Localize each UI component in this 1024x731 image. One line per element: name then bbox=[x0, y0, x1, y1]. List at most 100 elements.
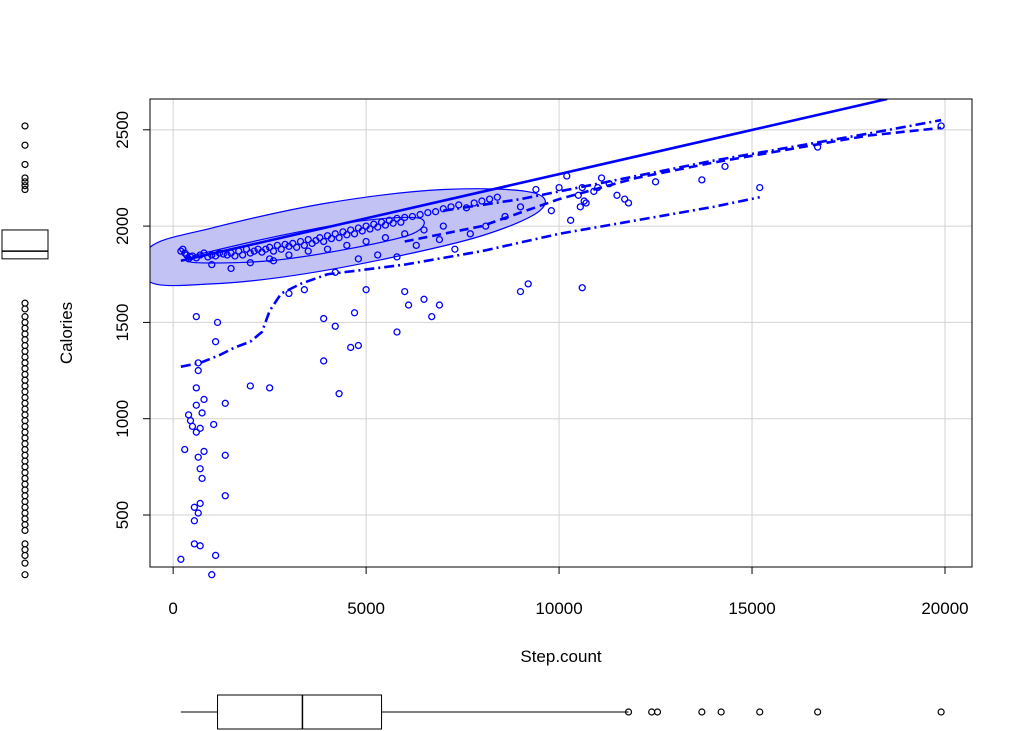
data-point bbox=[516, 287, 525, 296]
data-point bbox=[485, 195, 494, 203]
data-point bbox=[188, 252, 197, 260]
data-point bbox=[262, 245, 270, 253]
data-point bbox=[343, 231, 351, 239]
data-point bbox=[516, 203, 525, 211]
x-box-outlier bbox=[624, 708, 633, 716]
data-point bbox=[478, 197, 486, 205]
data-point bbox=[177, 247, 185, 255]
data-point bbox=[613, 191, 621, 199]
y-box-outlier bbox=[21, 399, 29, 407]
y-box-outlier bbox=[21, 434, 29, 442]
data-point bbox=[265, 243, 274, 251]
data-point bbox=[547, 207, 556, 215]
data-point bbox=[397, 218, 405, 226]
y-box-outlier bbox=[21, 185, 29, 194]
data-point bbox=[221, 451, 229, 459]
data-point bbox=[194, 366, 202, 375]
y-box-outlier bbox=[21, 559, 29, 567]
data-point bbox=[300, 286, 309, 294]
data-point bbox=[524, 280, 532, 288]
data-point bbox=[208, 251, 216, 259]
data-point bbox=[590, 187, 598, 196]
x-box-outlier bbox=[814, 708, 822, 716]
data-point bbox=[366, 225, 374, 233]
data-point bbox=[192, 428, 200, 436]
data-point bbox=[208, 260, 216, 269]
y-tick-label: 1500 bbox=[113, 303, 132, 341]
dashdot-fit-line bbox=[180, 195, 761, 368]
data-point bbox=[408, 212, 417, 221]
data-point bbox=[594, 183, 602, 192]
y-box-outlier bbox=[21, 141, 29, 149]
y-box-outlier bbox=[21, 182, 29, 190]
data-point bbox=[296, 237, 305, 246]
y-box-outlier bbox=[21, 428, 29, 436]
data-point bbox=[316, 234, 324, 242]
data-point bbox=[281, 240, 289, 249]
data-point bbox=[393, 328, 401, 336]
data-point bbox=[269, 247, 278, 255]
y-box-outlier bbox=[21, 546, 29, 554]
data-point bbox=[813, 143, 822, 151]
data-point bbox=[223, 251, 231, 259]
y-box-outlier bbox=[21, 515, 29, 523]
x-box-outlier bbox=[937, 708, 945, 716]
data-point bbox=[246, 382, 254, 390]
plot-frame bbox=[149, 98, 973, 568]
solid-fit-line bbox=[180, 99, 888, 263]
x-tick-label: 15000 bbox=[728, 599, 775, 618]
y-box-outlier bbox=[21, 122, 29, 130]
y-box-outlier bbox=[21, 474, 29, 483]
data-point bbox=[219, 250, 227, 258]
data-point bbox=[331, 322, 339, 330]
data-point bbox=[404, 301, 413, 309]
data-point bbox=[354, 255, 363, 263]
data-point bbox=[439, 222, 447, 230]
y-box-outlier bbox=[21, 540, 29, 548]
data-point bbox=[698, 176, 706, 184]
data-point bbox=[192, 384, 200, 392]
y-box-outlier bbox=[21, 486, 29, 494]
data-point bbox=[194, 359, 202, 367]
y-box-outlier bbox=[21, 422, 29, 431]
data-point bbox=[574, 191, 583, 199]
data-point bbox=[331, 268, 339, 276]
x-box-outlier bbox=[698, 708, 706, 716]
data-point bbox=[196, 251, 204, 259]
data-point bbox=[190, 517, 199, 525]
data-point bbox=[246, 249, 254, 257]
y-box-outlier bbox=[21, 370, 29, 379]
data-point bbox=[221, 492, 229, 500]
y-axis: 500 1000 1500 2000 2500 bbox=[113, 111, 150, 529]
data-point bbox=[277, 245, 285, 253]
data-point bbox=[265, 384, 274, 392]
data-point bbox=[501, 212, 509, 221]
y-box-outlier bbox=[21, 521, 29, 529]
data-point bbox=[621, 195, 629, 203]
data-point bbox=[580, 197, 588, 205]
y-box-outlier bbox=[21, 440, 29, 448]
data-point bbox=[563, 172, 571, 180]
y-box-outlier bbox=[21, 341, 29, 350]
data-point bbox=[605, 180, 613, 188]
data-point bbox=[300, 241, 309, 250]
data-point bbox=[401, 213, 409, 222]
data-point bbox=[327, 234, 336, 243]
data-point bbox=[466, 230, 474, 238]
data-point bbox=[576, 203, 584, 211]
y-axis-label: Calories bbox=[57, 302, 76, 364]
data-point bbox=[323, 245, 332, 253]
data-point bbox=[381, 234, 390, 242]
data-point bbox=[582, 199, 590, 207]
data-point bbox=[200, 447, 208, 456]
y-box-outlier bbox=[21, 324, 29, 332]
y-box-outlier bbox=[21, 330, 29, 338]
y-box-outlier bbox=[21, 353, 29, 361]
data-point bbox=[265, 255, 274, 263]
y-box-outlier bbox=[21, 359, 29, 367]
data-point bbox=[320, 237, 328, 246]
data-point bbox=[597, 174, 606, 182]
data-point bbox=[374, 251, 382, 259]
data-point bbox=[190, 540, 199, 548]
y-box bbox=[1, 229, 49, 260]
